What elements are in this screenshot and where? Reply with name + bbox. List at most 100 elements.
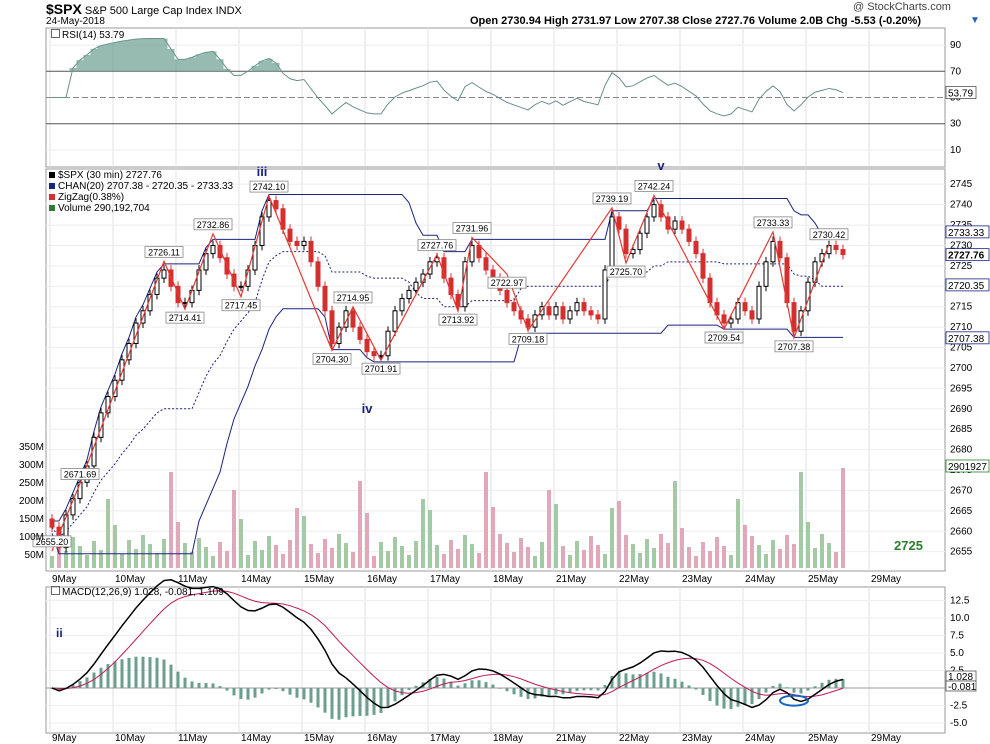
macd-histogram-bar bbox=[225, 688, 229, 691]
rsi-tick-label: 90 bbox=[950, 40, 962, 51]
volume-bar bbox=[456, 549, 460, 568]
macd-histogram-bar bbox=[470, 680, 474, 688]
volume-bar bbox=[645, 539, 649, 568]
candle-body bbox=[644, 216, 650, 234]
candle-body bbox=[294, 240, 300, 246]
macd-label: MACD(12,26,9) 1.028, -0.081, 1.109 bbox=[51, 586, 224, 598]
candle-body bbox=[315, 261, 321, 287]
volume-tick-label: 250M bbox=[19, 478, 44, 489]
volume-bar bbox=[344, 543, 348, 568]
candle-body bbox=[574, 302, 580, 312]
macd-histogram-bar bbox=[701, 688, 705, 695]
candle-body bbox=[637, 232, 643, 251]
macd-tick-label: 12.5 bbox=[950, 596, 970, 607]
zigzag-label: 2655.20 bbox=[36, 537, 69, 547]
volume-bar bbox=[785, 535, 789, 568]
macd-histogram-bar bbox=[743, 688, 747, 706]
candle-body bbox=[511, 302, 517, 312]
candle-body bbox=[595, 314, 601, 320]
chevron-down-icon[interactable]: ▼ bbox=[970, 15, 980, 26]
macd-histogram-bar bbox=[603, 685, 607, 688]
macd-histogram-bar bbox=[176, 671, 180, 688]
volume-bar bbox=[757, 545, 761, 568]
volume-bar bbox=[169, 472, 173, 568]
macd-label-text: MACD(12,26,9) 1.028, -0.081, 1.109 bbox=[62, 587, 224, 598]
macd-marker-label: 1.028 bbox=[948, 672, 973, 683]
zigzag-label-box bbox=[704, 331, 744, 344]
volume-bar bbox=[85, 555, 89, 568]
macd-histogram-bar bbox=[316, 688, 320, 708]
candle-body bbox=[322, 285, 328, 312]
macd-histogram-bar bbox=[694, 688, 698, 690]
macd-histogram-bar bbox=[547, 688, 551, 697]
ohlc-summary: Open 2730.94 High 2731.97 Low 2707.38 Cl… bbox=[470, 15, 922, 27]
volume-bar bbox=[281, 554, 285, 568]
volume-marker-box bbox=[945, 459, 990, 473]
candle-body bbox=[399, 298, 405, 312]
candle-body bbox=[693, 240, 699, 255]
volume-bar bbox=[148, 544, 152, 568]
candle-body bbox=[98, 412, 104, 438]
macd-histogram-bar bbox=[113, 661, 117, 688]
macd-histogram-bar bbox=[92, 672, 96, 688]
volume-bar bbox=[183, 543, 187, 568]
zigzag-label-box bbox=[487, 276, 527, 289]
volume-bar bbox=[792, 544, 796, 568]
macd-histogram-bar bbox=[589, 688, 593, 691]
volume-bar bbox=[463, 535, 467, 568]
macd-histogram-bar bbox=[624, 673, 628, 688]
macd-histogram-bar bbox=[757, 688, 761, 700]
macd-histogram-bar bbox=[792, 688, 796, 693]
x-tick-label: 15May bbox=[304, 733, 334, 744]
volume-bar bbox=[323, 539, 327, 568]
candle-body bbox=[777, 240, 783, 259]
macd-tick-label: 10.0 bbox=[950, 613, 970, 624]
price-tick-label: 2705 bbox=[950, 343, 973, 354]
macd-histogram-bar bbox=[295, 688, 299, 698]
zigzag-label-box bbox=[438, 313, 478, 326]
macd-histogram-bar bbox=[638, 674, 642, 688]
macd-histogram-bar bbox=[323, 688, 327, 713]
legend-text: ZigZag(0.38%) bbox=[58, 192, 125, 203]
volume-bar bbox=[120, 554, 124, 568]
zigzag-label-box bbox=[32, 535, 72, 548]
volume-bar bbox=[141, 535, 145, 568]
x-tick-label: 21May bbox=[556, 574, 586, 585]
volume-bar bbox=[92, 541, 96, 568]
macd-histogram-bar bbox=[498, 687, 502, 689]
price-tick-label: 2700 bbox=[950, 363, 973, 374]
macd-histogram-bar bbox=[365, 688, 369, 716]
macd-histogram-bar bbox=[722, 688, 726, 709]
x-tick-label: 29May bbox=[871, 733, 901, 744]
zigzag-label: 2717.45 bbox=[225, 301, 258, 311]
candle-body bbox=[273, 200, 279, 210]
macd-histogram-bar bbox=[379, 688, 383, 713]
volume-bar bbox=[722, 546, 726, 568]
legend-swatch-icon bbox=[49, 194, 55, 200]
zigzag-label: 2671.69 bbox=[64, 470, 97, 480]
macd-histogram-bar bbox=[442, 678, 446, 688]
candle-body bbox=[749, 310, 755, 320]
volume-bar bbox=[659, 534, 663, 568]
macd-panel bbox=[45, 586, 946, 734]
price-tick-label: 2690 bbox=[950, 404, 973, 415]
legend-entry: ZigZag(0.38%) bbox=[49, 192, 233, 203]
volume-bar bbox=[596, 545, 600, 568]
rsi-panel bbox=[45, 27, 946, 168]
macd-histogram-bar bbox=[596, 688, 600, 691]
macd-histogram-bar bbox=[274, 688, 278, 689]
volume-bar bbox=[442, 554, 446, 568]
macd-histogram-bar bbox=[834, 678, 838, 688]
volume-bar bbox=[197, 538, 201, 568]
zigzag-label: 2709.18 bbox=[512, 334, 545, 344]
candle-body bbox=[238, 285, 244, 288]
macd-histogram-bar bbox=[687, 685, 691, 688]
volume-bar bbox=[470, 544, 474, 568]
x-tick-label: 18May bbox=[493, 733, 523, 744]
zigzag-label: 2739.19 bbox=[596, 194, 629, 204]
macd-histogram-bar bbox=[512, 688, 516, 695]
zigzag-label: 2714.95 bbox=[337, 293, 370, 303]
zigzag-label: 2742.24 bbox=[638, 182, 671, 192]
candle-body bbox=[364, 338, 370, 353]
x-tick-label: 21May bbox=[556, 733, 586, 744]
